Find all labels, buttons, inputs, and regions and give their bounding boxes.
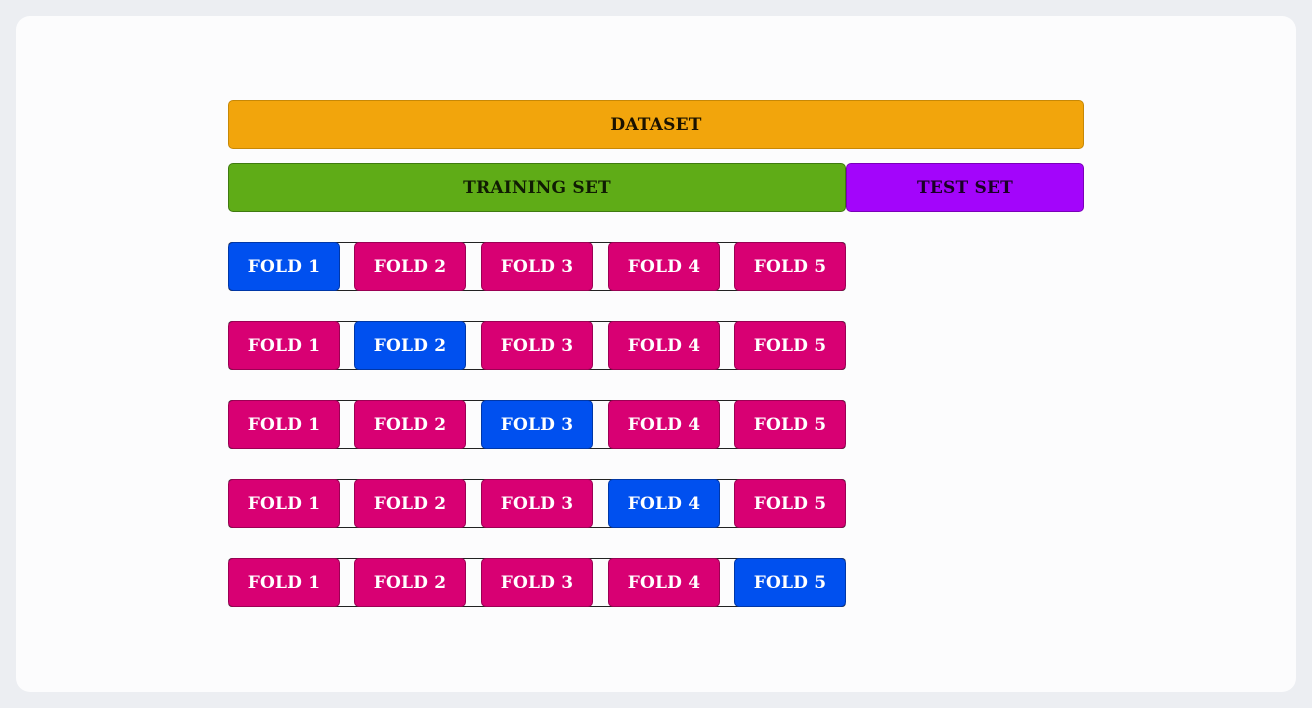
validation-fold: FOLD 5	[734, 558, 846, 607]
training-set-label: TRAINING SET	[463, 177, 611, 198]
validation-fold: FOLD 3	[481, 400, 593, 449]
validation-fold: FOLD 1	[228, 242, 340, 291]
fold-row-4: FOLD 1 FOLD 2 FOLD 3 FOLD 4 FOLD 5	[228, 479, 846, 528]
training-fold: FOLD 1	[228, 321, 340, 370]
training-fold: FOLD 2	[354, 558, 466, 607]
training-fold: FOLD 2	[354, 479, 466, 528]
training-fold: FOLD 1	[228, 400, 340, 449]
training-fold: FOLD 5	[734, 400, 846, 449]
training-fold: FOLD 4	[608, 558, 720, 607]
training-fold: FOLD 4	[608, 321, 720, 370]
fold-row-1: FOLD 1 FOLD 2 FOLD 3 FOLD 4 FOLD 5	[228, 242, 846, 291]
test-set-label: TEST SET	[917, 177, 1013, 198]
training-fold: FOLD 3	[481, 242, 593, 291]
validation-fold: FOLD 4	[608, 479, 720, 528]
dataset-box: DATASET	[228, 100, 1084, 149]
training-set-box: TRAINING SET	[228, 163, 846, 212]
training-fold: FOLD 3	[481, 479, 593, 528]
training-fold: FOLD 3	[481, 558, 593, 607]
validation-fold: FOLD 2	[354, 321, 466, 370]
training-fold: FOLD 3	[481, 321, 593, 370]
training-fold: FOLD 1	[228, 479, 340, 528]
training-fold: FOLD 4	[608, 400, 720, 449]
training-fold: FOLD 5	[734, 479, 846, 528]
training-fold: FOLD 1	[228, 558, 340, 607]
training-fold: FOLD 5	[734, 321, 846, 370]
diagram-canvas: DATASET TRAINING SET TEST SET FOLD 1 FOLD…	[16, 16, 1296, 692]
dataset-label: DATASET	[610, 114, 702, 135]
fold-row-2: FOLD 1 FOLD 2 FOLD 3 FOLD 4 FOLD 5	[228, 321, 846, 370]
test-set-box: TEST SET	[846, 163, 1084, 212]
fold-row-5: FOLD 1 FOLD 2 FOLD 3 FOLD 4 FOLD 5	[228, 558, 846, 607]
fold-row-3: FOLD 1 FOLD 2 FOLD 3 FOLD 4 FOLD 5	[228, 400, 846, 449]
training-fold: FOLD 2	[354, 242, 466, 291]
training-fold: FOLD 2	[354, 400, 466, 449]
training-fold: FOLD 4	[608, 242, 720, 291]
training-fold: FOLD 5	[734, 242, 846, 291]
